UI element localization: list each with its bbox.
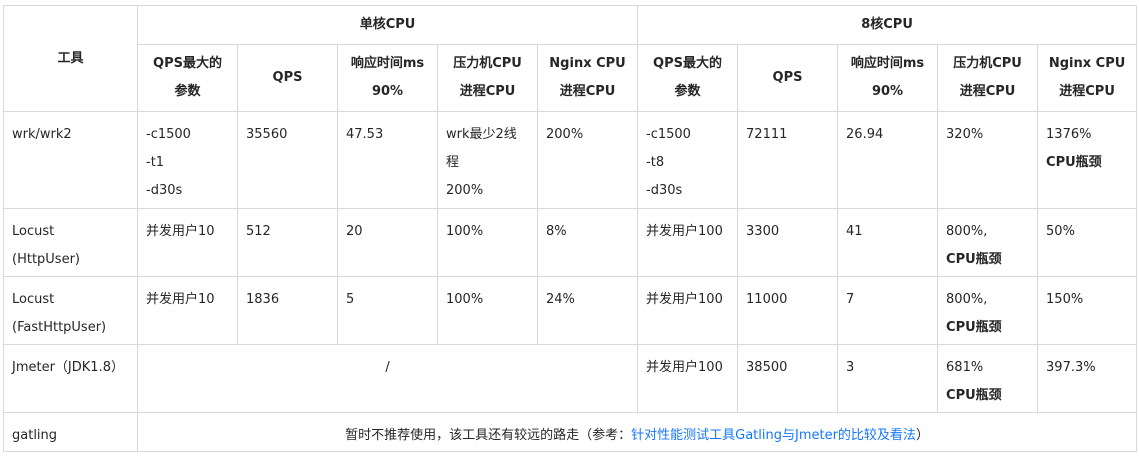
header-single-core: 单核CPU	[136, 5, 639, 45]
cell-params: 并发用户10	[137, 276, 238, 345]
header-row-top: 工具 单核CPU 8核CPU	[3, 5, 1138, 112]
cpu-bottleneck-note: CPU瓶颈	[946, 388, 1002, 403]
cell-params: 并发用户10	[137, 208, 238, 277]
cell-params: -c1500 -t1 -d30s	[137, 111, 238, 209]
tool-cell: Locust (HttpUser)	[3, 208, 138, 277]
tool-cell: Locust (FastHttpUser)	[3, 276, 138, 345]
cell-response-time: 20	[337, 208, 438, 277]
cpu-bottleneck-note: CPU瓶颈	[946, 320, 1002, 335]
cell-nginx-cpu: 200%	[536, 111, 639, 209]
header-nginx-cpu: Nginx CPU 进程CPU	[1037, 44, 1138, 112]
cell-nginx-cpu: 8%	[536, 208, 639, 277]
table-row: gatling 暂时不推荐使用，该工具还有较远的路走（参考：针对性能测试工具Ga…	[3, 412, 1138, 452]
header-qps: QPS	[737, 44, 839, 112]
cell-press-cpu: 100%	[437, 208, 538, 277]
header-row-sub: QPS最大的 参数 QPS 响应时间ms 90% 压力机CPU 进程CPU Nginx…	[4, 44, 1138, 112]
header-tool: 工具	[3, 5, 138, 112]
cell-press-cpu: 800%, CPU瓶颈	[937, 208, 1039, 277]
cell-qps: 11000	[737, 276, 839, 345]
cell-params: 并发用户100	[637, 208, 739, 277]
cell-qps: 38500	[737, 344, 839, 413]
cell-nginx-cpu: 1376% CPU瓶颈	[1037, 111, 1138, 209]
cell-response-time: 7	[837, 276, 939, 345]
cell-nginx-cpu: 150%	[1037, 276, 1138, 345]
cell-params: 并发用户100	[637, 276, 739, 345]
reference-link[interactable]: 针对性能测试工具Gatling与Jmeter的比较及看法	[631, 428, 916, 443]
header-response-time: 响应时间ms 90%	[837, 44, 939, 112]
cell-qps: 512	[237, 208, 338, 277]
cell-press-cpu: 100%	[437, 276, 538, 345]
header-eight-core: 8核CPU	[637, 5, 1138, 45]
header-press-cpu: 压力机CPU 进程CPU	[937, 44, 1039, 112]
tool-cell: gatling	[3, 412, 138, 452]
header-response-time: 响应时间ms 90%	[337, 44, 438, 112]
cell-press-cpu: 800%, CPU瓶颈	[937, 276, 1039, 345]
cell-response-time: 47.53	[337, 111, 438, 209]
benchmark-table: 工具 单核CPU 8核CPU QPS最大的 参数 QPS 响应时间ms 90% 压力…	[3, 5, 1138, 452]
table-row: Locust (FastHttpUser) 并发用户10 1836 5 100% …	[3, 276, 1138, 345]
gatling-note: 暂时不推荐使用，该工具还有较远的路走（参考：针对性能测试工具Gatling与Jm…	[136, 412, 1138, 452]
header-qps-max-param: QPS最大的 参数	[137, 44, 238, 112]
cell-response-time: 26.94	[837, 111, 939, 209]
header-qps-max-param: QPS最大的 参数	[637, 44, 739, 112]
header-nginx-cpu: Nginx CPU 进程CPU	[536, 44, 639, 112]
cell-params: -c1500 -t8 -d30s	[637, 111, 739, 209]
cell-qps: 3300	[737, 208, 839, 277]
header-press-cpu: 压力机CPU 进程CPU	[437, 44, 538, 112]
tool-cell: Jmeter（JDK1.8）	[3, 344, 138, 413]
cell-press-cpu: 681% CPU瓶颈	[937, 344, 1039, 413]
header-qps: QPS	[237, 44, 338, 112]
cell-nginx-cpu: 24%	[536, 276, 639, 345]
cell-press-cpu: wrk最少2线程 200%	[437, 111, 538, 209]
cell-qps: 1836	[237, 276, 338, 345]
cell-not-applicable: /	[136, 344, 639, 413]
cell-qps: 35560	[237, 111, 338, 209]
cpu-bottleneck-note: CPU瓶颈	[946, 252, 1002, 267]
cell-response-time: 3	[837, 344, 939, 413]
cell-response-time: 41	[837, 208, 939, 277]
table-row: Locust (HttpUser) 并发用户10 512 20 100% 8% 并…	[3, 208, 1138, 277]
table-row: Jmeter（JDK1.8） / 并发用户100 38500 3 681% CPU…	[3, 344, 1138, 413]
tool-cell: wrk/wrk2	[3, 111, 138, 209]
cell-qps: 72111	[737, 111, 839, 209]
table-row: wrk/wrk2 -c1500 -t1 -d30s 35560 47.53 wrk最…	[3, 111, 1138, 209]
cell-nginx-cpu: 50%	[1037, 208, 1138, 277]
cell-press-cpu: 320%	[937, 111, 1039, 209]
cpu-bottleneck-note: CPU瓶颈	[1046, 155, 1102, 170]
cell-response-time: 5	[337, 276, 438, 345]
cell-params: 并发用户100	[637, 344, 739, 413]
cell-nginx-cpu: 397.3%	[1037, 344, 1138, 413]
